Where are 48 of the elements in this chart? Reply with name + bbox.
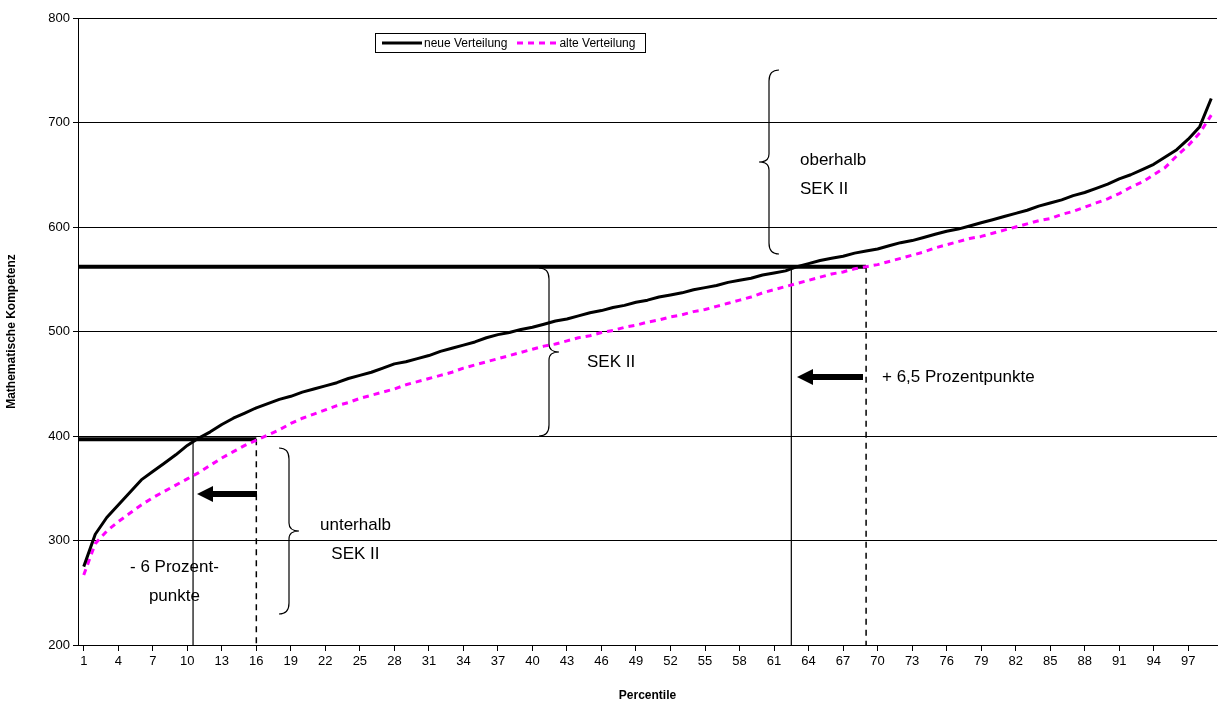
x-tick-label: 82 xyxy=(1008,653,1023,669)
x-tick-label: 34 xyxy=(456,653,471,669)
y-tick-label: 200 xyxy=(48,636,70,652)
x-tick-label: 88 xyxy=(1077,653,1092,669)
x-axis-title: Percentile xyxy=(618,688,677,703)
x-tick-label: 73 xyxy=(904,653,920,669)
x-tick-label: 94 xyxy=(1146,653,1161,669)
y-axis-title: Mathematische Kompetenz xyxy=(3,254,18,409)
x-tick-label: 91 xyxy=(1111,653,1127,669)
x-tick-label: 16 xyxy=(249,653,264,669)
y-tick-label: 700 xyxy=(48,114,70,130)
x-tick-label: 85 xyxy=(1042,653,1058,669)
x-tick-label: 61 xyxy=(766,653,782,669)
x-tick-label: 28 xyxy=(387,653,402,669)
x-tick-label: 43 xyxy=(559,653,575,669)
x-tick-label: 4 xyxy=(114,653,122,669)
x-tick-label: 40 xyxy=(525,653,540,669)
x-tick-label: 31 xyxy=(421,653,437,669)
y-tick-label: 300 xyxy=(48,532,70,548)
y-tick-label: 800 xyxy=(48,9,70,25)
y-tick-label: 500 xyxy=(48,323,70,339)
legend-label: neue Verteilung xyxy=(424,36,508,50)
x-tick-label: 79 xyxy=(973,653,989,669)
x-tick-label: 58 xyxy=(732,653,747,669)
x-tick-label: 25 xyxy=(352,653,368,669)
annotation: oberhalb SEK II xyxy=(800,149,867,200)
x-tick-label: 37 xyxy=(490,653,506,669)
x-tick-label: 13 xyxy=(214,653,230,669)
x-tick-label: 70 xyxy=(870,653,885,669)
x-tick-label: 67 xyxy=(835,653,851,669)
x-tick-label: 19 xyxy=(283,653,299,669)
x-tick-label: 52 xyxy=(663,653,678,669)
x-tick-label: 1 xyxy=(80,653,88,669)
annotation: unterhalb SEK II xyxy=(320,514,391,565)
y-tick-label: 600 xyxy=(48,218,70,234)
legend-label: alte Verteilung xyxy=(559,36,636,50)
x-tick-label: 22 xyxy=(318,653,333,669)
annotation: SEK II xyxy=(587,351,636,373)
x-tick-label: 64 xyxy=(801,653,816,669)
annotation: + 6,5 Prozentpunkte xyxy=(882,366,1035,388)
x-tick-label: 55 xyxy=(697,653,713,669)
x-tick-label: 76 xyxy=(939,653,954,669)
x-tick-label: 49 xyxy=(628,653,644,669)
x-tick-label: 46 xyxy=(594,653,609,669)
x-tick-label: 10 xyxy=(180,653,195,669)
x-tick-label: 7 xyxy=(149,653,157,669)
y-tick-label: 400 xyxy=(48,427,70,443)
x-tick-label: 97 xyxy=(1181,653,1196,669)
